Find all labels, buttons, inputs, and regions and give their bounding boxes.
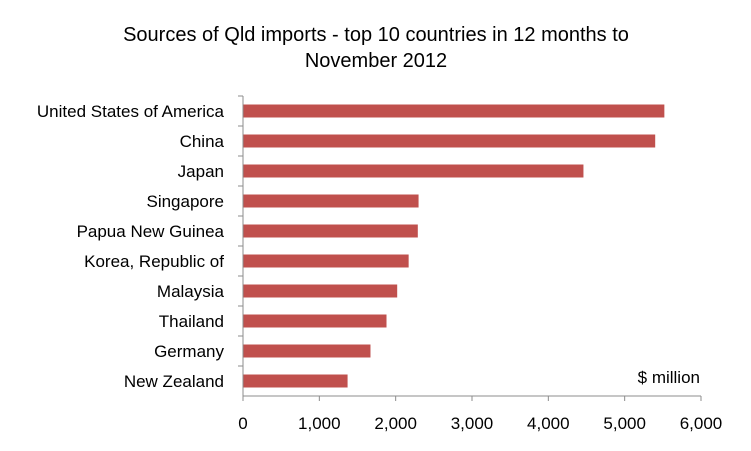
bar-3 (243, 194, 419, 208)
category-label-7: Thailand (159, 312, 224, 331)
x-tick-label-0: 0 (238, 414, 247, 433)
chart-title-line-1: Sources of Qld imports - top 10 countrie… (123, 24, 629, 46)
category-label-8: Germany (154, 342, 224, 361)
category-label-0: United States of America (37, 102, 225, 121)
bar-series (243, 104, 665, 388)
bar-2 (243, 164, 584, 178)
chart-title-line-2: November 2012 (305, 50, 447, 72)
category-labels: United States of America China Japan Singap… (37, 102, 225, 391)
bar-5 (243, 254, 409, 268)
bar-4 (243, 224, 418, 238)
x-tick-label-4: 4,000 (527, 414, 570, 433)
category-label-6: Malaysia (157, 282, 225, 301)
x-tick-label-6: 6,000 (680, 414, 723, 433)
x-tick-label-3: 3,000 (451, 414, 494, 433)
category-label-4: Papua New Guinea (77, 222, 225, 241)
bar-0 (243, 104, 665, 118)
category-label-2: Japan (178, 162, 224, 181)
category-label-9: New Zealand (124, 372, 224, 391)
x-axis-ticks: 0 1,000 2,000 3,000 4,000 5,000 6,000 (238, 396, 722, 433)
category-label-5: Korea, Republic of (84, 252, 224, 271)
x-tick-label-5: 5,000 (603, 414, 646, 433)
category-label-1: China (180, 132, 225, 151)
x-tick-label-1: 1,000 (298, 414, 341, 433)
bar-1 (243, 134, 656, 148)
x-tick-label-2: 2,000 (374, 414, 417, 433)
unit-label: $ million (638, 368, 700, 387)
bar-7 (243, 314, 387, 328)
bar-6 (243, 284, 398, 298)
bar-9 (243, 374, 348, 388)
category-label-3: Singapore (146, 192, 224, 211)
chart-title: Sources of Qld imports - top 10 countrie… (123, 24, 629, 72)
bar-8 (243, 344, 371, 358)
